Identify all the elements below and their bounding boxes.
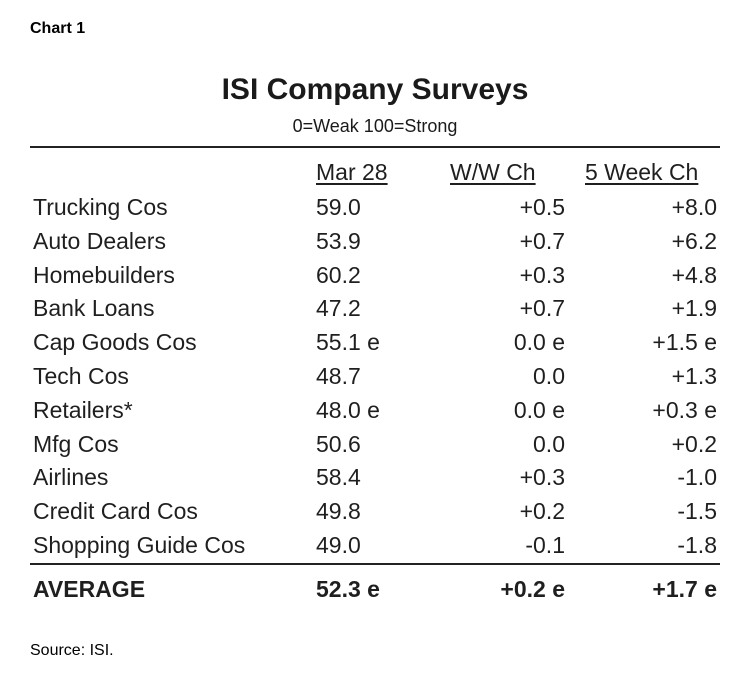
row-label: Mfg Cos <box>33 431 119 457</box>
chart-number-label: Chart 1 <box>30 20 86 37</box>
average-mar-28: 52.3 e <box>316 576 380 602</box>
column-header-mar-28: Mar 28 <box>316 159 388 185</box>
table-cell: 0.0 <box>533 431 565 457</box>
row-label: Cap Goods Cos <box>33 329 197 355</box>
table-cell: 0.0 e <box>513 397 565 423</box>
chart-title: ISI Company Surveys <box>221 73 529 106</box>
table-cell: -1.5 <box>677 498 717 524</box>
table-cell: 60.2 <box>316 262 361 288</box>
row-label: Homebuilders <box>33 262 175 288</box>
row-label: Retailers* <box>33 397 133 423</box>
source-note: Source: ISI. <box>30 642 114 659</box>
row-label: Tech Cos <box>33 363 129 389</box>
table-cell: +1.3 <box>671 363 717 389</box>
table-cell: +8.0 <box>671 194 717 220</box>
top-rule <box>30 146 720 148</box>
table-cell: +1.9 <box>671 295 717 321</box>
table-cell: 48.7 <box>316 363 361 389</box>
table-cell: 55.1 e <box>316 329 380 355</box>
table-cell: 58.4 <box>316 464 361 490</box>
table-cell: -0.1 <box>525 532 565 558</box>
table-cell: 48.0 e <box>316 397 380 423</box>
table-cell: +0.3 e <box>652 397 717 423</box>
table-cell: 59.0 <box>316 194 361 220</box>
average-row-label: AVERAGE <box>33 576 146 602</box>
average-5-week-change: +1.7 e <box>652 576 717 602</box>
table-cell: +1.5 e <box>652 329 717 355</box>
table-cell: 50.6 <box>316 431 361 457</box>
table-cell: -1.0 <box>677 464 717 490</box>
row-label: Auto Dealers <box>33 228 166 254</box>
column-header-5-week-change: 5 Week Ch <box>585 159 699 185</box>
average-ww-change: +0.2 e <box>500 576 565 602</box>
table-cell: 49.8 <box>316 498 361 524</box>
table-cell: 49.0 <box>316 532 361 558</box>
row-label: Shopping Guide Cos <box>33 532 246 558</box>
column-header-ww-change: W/W Ch <box>450 159 536 185</box>
table-cell: 0.0 e <box>513 329 565 355</box>
row-label: Trucking Cos <box>33 194 168 220</box>
table-cell: +0.2 <box>671 431 717 457</box>
table-cell: +4.8 <box>671 262 717 288</box>
bottom-rule <box>30 563 720 565</box>
table-cell: +0.7 <box>519 228 565 254</box>
table-cell: +0.2 <box>519 498 565 524</box>
row-label: Airlines <box>33 464 109 490</box>
table-cell: +0.5 <box>519 194 565 220</box>
row-label: Credit Card Cos <box>33 498 198 524</box>
row-label: Bank Loans <box>33 295 155 321</box>
table-cell: +0.3 <box>519 262 565 288</box>
table-cell: +6.2 <box>671 228 717 254</box>
table-cell: 53.9 <box>316 228 361 254</box>
table-cell: 47.2 <box>316 295 361 321</box>
table-cell: 0.0 <box>533 363 565 389</box>
table-cell: +0.3 <box>519 464 565 490</box>
chart-subtitle: 0=Weak 100=Strong <box>292 116 458 136</box>
table-cell: -1.8 <box>677 532 717 558</box>
table-cell: +0.7 <box>519 295 565 321</box>
